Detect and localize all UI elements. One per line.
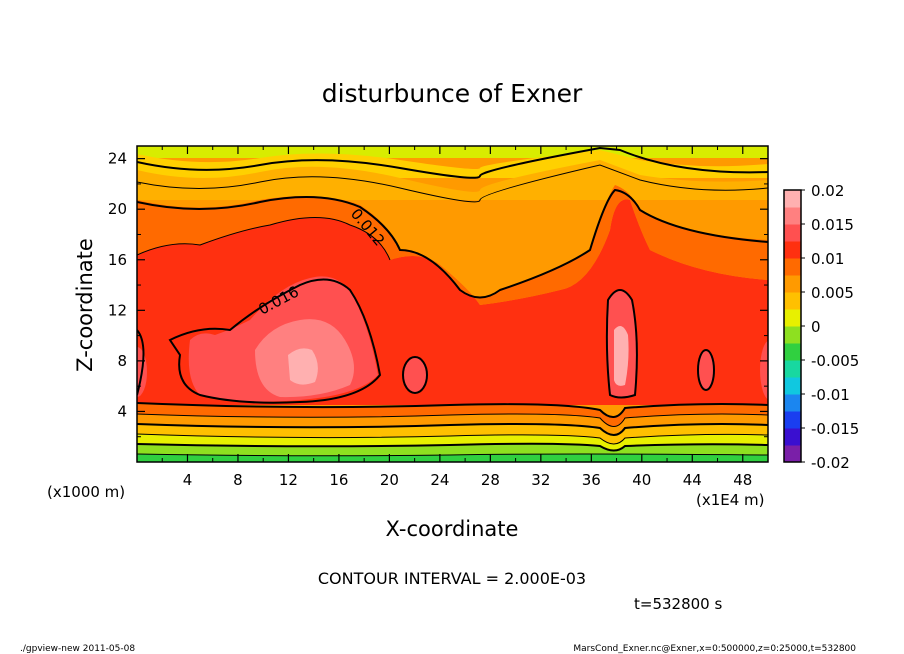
colorbar-swatch — [784, 241, 801, 259]
contour-line-top — [137, 146, 768, 179]
y-tick-label: 24 — [108, 150, 127, 168]
region-pink-lightest — [288, 348, 318, 385]
colorbar-swatch — [784, 275, 801, 293]
x-tick-label: 4 — [183, 471, 193, 489]
colorbar-swatch — [784, 394, 801, 412]
colorbar-swatch — [784, 377, 801, 395]
colorbar-tick-label: 0.005 — [811, 284, 854, 302]
colorbar-tick-label: -0.005 — [811, 352, 859, 370]
contour-line-upper — [137, 164, 768, 203]
colorbar-swatch — [784, 224, 801, 242]
region-orange-mid — [137, 185, 768, 305]
band-top-orange — [137, 160, 768, 200]
band-top-yellow-green — [137, 146, 768, 158]
x-tick-label: 36 — [582, 471, 601, 489]
contour-line-blob-45 — [697, 349, 715, 391]
y-tick-label: 20 — [108, 200, 127, 218]
y-tick-label: 16 — [108, 251, 127, 269]
colorbar-swatch — [784, 411, 801, 429]
footer-left-text: ./gpview-new 2011-05-08 — [20, 644, 135, 654]
y-tick-label: 12 — [108, 301, 127, 319]
colorbar-swatch — [784, 445, 801, 463]
y-tick-label: 8 — [117, 352, 127, 370]
region-pink-blob-45 — [698, 350, 714, 390]
y-axis-ticks: 4 8 12 16 20 24 — [108, 150, 768, 438]
x-scale-label: (x1E4 m) — [696, 491, 765, 509]
region-pink-right-light — [614, 326, 629, 386]
colorbar-swatch — [784, 428, 801, 446]
contour-line-0.012 — [137, 188, 768, 299]
contour-line-bottom-3 — [137, 423, 768, 436]
x-tick-label: 8 — [233, 471, 243, 489]
y-axis-label: Z-coordinate — [73, 238, 97, 372]
contour-line-right-blob — [605, 289, 638, 399]
contour-interval-text: CONTOUR INTERVAL = 2.000E-03 — [318, 569, 586, 588]
footer-right-text: MarsCond_Exner.nc@Exner,x=0:500000,z=0:2… — [573, 644, 856, 654]
plot-frame — [136, 145, 769, 463]
x-tick-label: 32 — [531, 471, 550, 489]
x-tick-label: 20 — [380, 471, 399, 489]
contour-lines — [137, 146, 768, 457]
colorbar-tick-label: 0.01 — [811, 250, 844, 268]
chart-title: disturbunce of Exner — [322, 79, 583, 108]
colorbar-swatch — [784, 309, 801, 327]
x-tick-label: 48 — [733, 471, 752, 489]
x-tick-label: 28 — [481, 471, 500, 489]
contour-line-mid — [137, 217, 391, 261]
x-axis-label: X-coordinate — [386, 517, 519, 541]
colorbar-tick-label: -0.015 — [811, 420, 859, 438]
x-tick-label: 12 — [279, 471, 298, 489]
x-axis-ticks: 4 8 12 16 20 24 28 32 36 40 44 48 — [161, 146, 752, 489]
colorbar-tick-label: -0.02 — [811, 454, 850, 472]
x-tick-label: 16 — [329, 471, 348, 489]
colorbar-swatch — [784, 207, 801, 225]
colorbar-tick-label: 0.02 — [811, 182, 844, 200]
colorbar-tick-label: 0.015 — [811, 216, 854, 234]
region-pink-blob-22 — [403, 357, 427, 393]
plot-area: 0.016 0.012 — [137, 146, 768, 462]
x-tick-label: 24 — [430, 471, 449, 489]
colorbar-swatch — [784, 258, 801, 276]
contour-line-bottom-4 — [137, 433, 768, 445]
x-unit-label: (x1000 m) — [47, 483, 125, 501]
x-tick-label: 40 — [632, 471, 651, 489]
colorbar-swatch — [784, 292, 801, 310]
colorbar-tick-label: 0 — [811, 318, 821, 336]
colorbar-ticks: 0.02 0.015 0.01 0.005 0 -0.005 -0.01 -0.015 -0.0… — [801, 182, 859, 472]
colorbar-tick-label: -0.01 — [811, 386, 850, 404]
contour-line-bottom-5 — [137, 442, 768, 452]
contour-line-bottom-1 — [137, 402, 768, 418]
colorbar — [784, 190, 801, 463]
y-tick-label: 4 — [117, 402, 127, 420]
colorbar-swatch — [784, 190, 801, 208]
colorbar-swatch — [784, 326, 801, 344]
x-tick-label: 44 — [683, 471, 702, 489]
contour-line-bottom-2 — [137, 413, 768, 427]
colorbar-swatch — [784, 360, 801, 378]
contour-line-blob-22 — [402, 356, 428, 394]
region-pink-blob-right-edge — [760, 340, 768, 400]
colorbar-swatch — [784, 343, 801, 361]
time-label: t=532800 s — [634, 595, 722, 613]
